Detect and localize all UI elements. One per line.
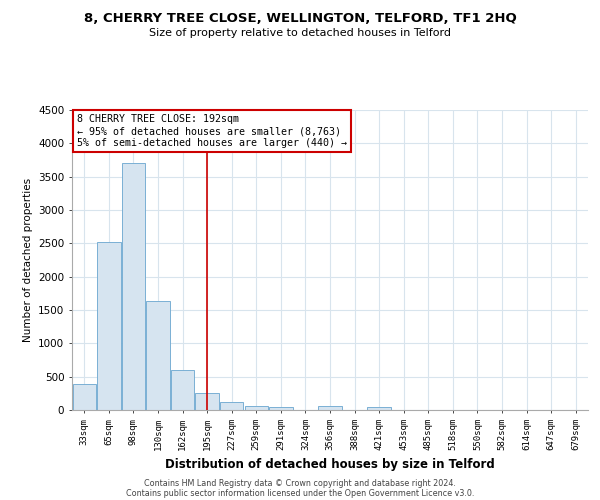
Bar — [319, 406, 341, 410]
Bar — [245, 406, 268, 410]
Text: 8 CHERRY TREE CLOSE: 192sqm
← 95% of detached houses are smaller (8,763)
5% of s: 8 CHERRY TREE CLOSE: 192sqm ← 95% of det… — [77, 114, 347, 148]
Bar — [196, 394, 219, 410]
X-axis label: Distribution of detached houses by size in Telford: Distribution of detached houses by size … — [165, 458, 495, 471]
Text: Size of property relative to detached houses in Telford: Size of property relative to detached ho… — [149, 28, 451, 38]
Y-axis label: Number of detached properties: Number of detached properties — [23, 178, 32, 342]
Bar — [171, 370, 194, 410]
Text: Contains HM Land Registry data © Crown copyright and database right 2024.: Contains HM Land Registry data © Crown c… — [144, 478, 456, 488]
Bar — [146, 302, 170, 410]
Bar — [220, 402, 244, 410]
Text: Contains public sector information licensed under the Open Government Licence v3: Contains public sector information licen… — [126, 488, 474, 498]
Bar — [367, 406, 391, 410]
Bar — [122, 164, 145, 410]
Text: 8, CHERRY TREE CLOSE, WELLINGTON, TELFORD, TF1 2HQ: 8, CHERRY TREE CLOSE, WELLINGTON, TELFOR… — [83, 12, 517, 26]
Bar — [73, 384, 96, 410]
Bar — [269, 406, 293, 410]
Bar — [97, 242, 121, 410]
